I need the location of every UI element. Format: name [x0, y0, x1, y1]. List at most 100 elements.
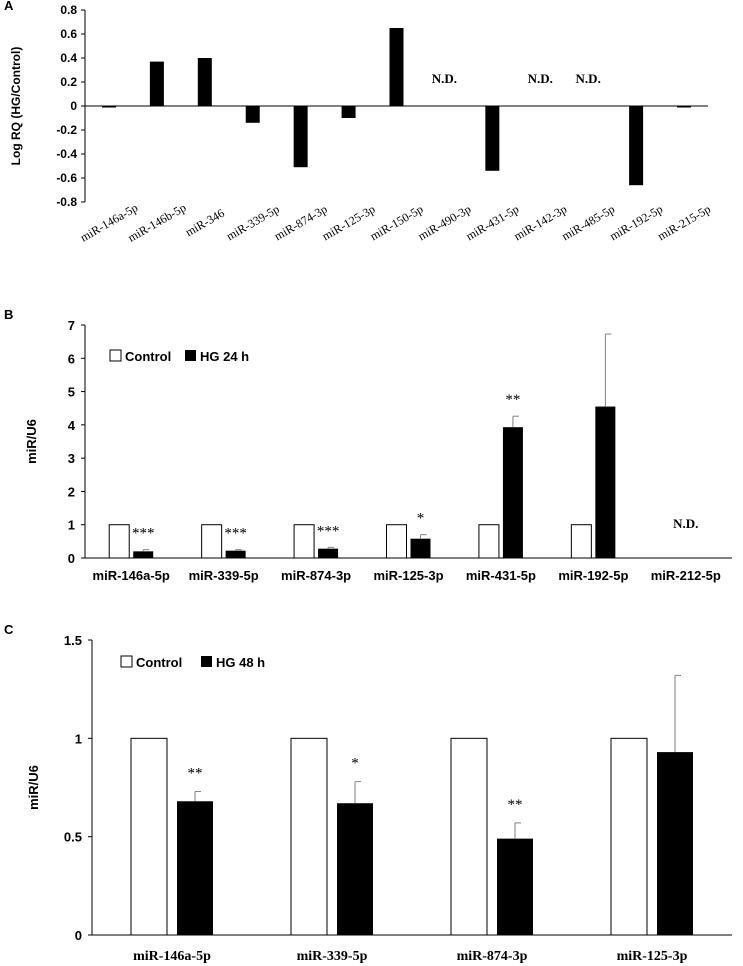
bar-control-c — [610, 737, 648, 936]
y-tick-label-a: 0 — [70, 99, 77, 113]
bar-control-b — [478, 524, 500, 559]
x-tick-label-c: miR-146a-5p — [133, 949, 211, 964]
y-tick-label-b: 7 — [68, 318, 75, 333]
bar-a — [101, 106, 116, 108]
y-tick-label-c: 0 — [75, 928, 82, 943]
panel-label-b: B — [4, 307, 13, 322]
bar-hg-c — [497, 838, 533, 935]
x-tick-label-a: miR-490-3p — [416, 202, 474, 243]
y-tick-label-a: -0.8 — [56, 195, 77, 209]
y-tick-label-b: 5 — [68, 385, 75, 400]
y-tick-label-a: 0.4 — [60, 51, 77, 65]
y-tick-label-c: 1.5 — [64, 633, 82, 648]
bar-control-c — [290, 737, 328, 936]
y-tick-label-a: 0.8 — [60, 3, 77, 17]
significance-b: ** — [505, 392, 520, 408]
significance-b: *** — [224, 526, 247, 542]
x-tick-label-b: miR-125-3p — [373, 568, 443, 583]
significance-c: ** — [508, 797, 523, 813]
legend-swatch-hg-b — [185, 350, 196, 361]
y-tick-label-a: 0.6 — [60, 27, 77, 41]
bar-control-b — [293, 524, 315, 559]
x-tick-label-a: miR-150-5p — [368, 202, 426, 243]
bar-a — [629, 106, 644, 186]
x-tick-label-a: miR-339-5p — [224, 202, 282, 243]
bar-a — [293, 106, 308, 168]
bar-control-c — [130, 737, 168, 936]
x-tick-label-a: miR-431-5p — [463, 202, 521, 243]
legend-swatch-control-c — [120, 655, 133, 668]
bar-control-c — [450, 737, 488, 936]
legend-swatch-control-b — [109, 349, 122, 362]
y-tick-label-c: 1 — [75, 731, 82, 746]
panel-label-c: C — [4, 622, 14, 637]
x-tick-label-a: miR-142-3p — [511, 202, 569, 243]
y-tick-label-b: 0 — [68, 551, 75, 566]
bar-control-b — [386, 524, 407, 559]
bar-hg-c — [177, 801, 213, 935]
significance-b: * — [417, 511, 425, 527]
x-tick-label-a: miR-874-3p — [272, 202, 330, 243]
x-tick-label-b: miR-146a-5p — [93, 568, 170, 583]
y-tick-label-a: 0.2 — [60, 75, 77, 89]
legend-swatch-hg-c — [201, 656, 212, 667]
x-tick-label-b: miR-874-3p — [281, 568, 351, 583]
y-tick-label-b: 6 — [68, 351, 75, 366]
bar-control-b — [570, 524, 592, 559]
x-tick-label-a: miR-192-5p — [607, 202, 665, 243]
y-tick-label-c: 0.5 — [64, 830, 82, 845]
x-tick-label-c: miR-874-3p — [457, 949, 528, 964]
x-tick-label-b: miR-212-5p — [651, 568, 721, 583]
y-tick-label-b: 2 — [68, 484, 75, 499]
bar-a — [677, 106, 692, 108]
legend-label-hg-b: HG 24 h — [200, 349, 249, 364]
significance-c: * — [351, 756, 359, 772]
bar-hg-b — [595, 406, 616, 558]
legend-label-hg-c: HG 48 h — [216, 655, 265, 670]
y-tick-label-b: 1 — [68, 518, 75, 533]
x-tick-label-a: miR-215-5p — [655, 202, 713, 243]
nd-annotation-b: N.D. — [673, 516, 698, 531]
bar-control-b — [108, 524, 130, 559]
bar-hg-b — [502, 427, 523, 558]
x-tick-label-a: miR-125-3p — [320, 202, 378, 243]
panel-label-a: A — [4, 0, 14, 13]
y-axis-label-b: miR/U6 — [24, 419, 39, 464]
bar-hg-c — [337, 803, 373, 935]
y-tick-label-a: -0.6 — [56, 171, 77, 185]
significance-b: *** — [132, 526, 155, 542]
bar-hg-b — [225, 550, 246, 558]
significance-c: ** — [188, 765, 203, 781]
x-tick-label-b: miR-339-5p — [189, 568, 259, 583]
bar-a — [389, 28, 404, 106]
legend-label-control-c: Control — [136, 655, 182, 670]
y-axis-label-c: miR/U6 — [26, 765, 41, 810]
legend-label-control-b: Control — [125, 349, 171, 364]
x-tick-label-b: miR-192-5p — [558, 568, 628, 583]
bar-a — [149, 61, 164, 106]
x-tick-label-c: miR-339-5p — [297, 949, 368, 964]
bar-control-b — [201, 524, 223, 559]
x-tick-label-c: miR-125-3p — [617, 949, 688, 964]
y-tick-label-b: 4 — [68, 418, 76, 433]
significance-b: *** — [317, 523, 340, 539]
bar-hg-b — [410, 538, 431, 558]
bar-a — [485, 106, 500, 171]
y-axis-label-a: Log RQ (HG/Control) — [9, 47, 23, 166]
bar-hg-c — [657, 752, 693, 935]
y-tick-label-a: -0.2 — [56, 123, 77, 137]
x-tick-label-a: miR-346 — [183, 206, 227, 239]
x-tick-label-b: miR-431-5p — [466, 568, 536, 583]
nd-annotation-a: N.D. — [528, 71, 553, 86]
nd-annotation-a: N.D. — [576, 71, 601, 86]
bar-a — [197, 58, 212, 106]
bar-hg-b — [133, 551, 154, 558]
y-tick-label-b: 3 — [68, 451, 75, 466]
nd-annotation-a: N.D. — [432, 71, 457, 86]
bar-hg-b — [318, 548, 339, 558]
bar-a — [341, 106, 356, 118]
bar-a — [245, 106, 260, 123]
y-tick-label-a: -0.4 — [56, 147, 77, 161]
x-tick-label-a: miR-485-5p — [559, 202, 617, 243]
